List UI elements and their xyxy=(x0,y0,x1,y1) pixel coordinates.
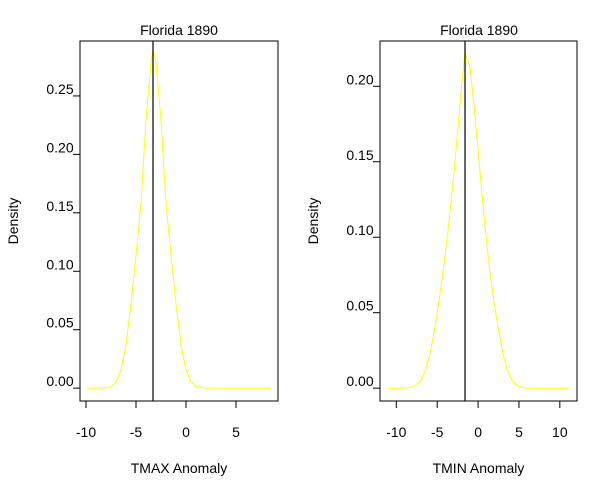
y-tick-label: 0.05 xyxy=(346,298,373,314)
x-tick-label: 5 xyxy=(515,424,523,440)
y-tick-label: 0.25 xyxy=(46,81,73,97)
y-tick-label: 0.15 xyxy=(346,147,373,163)
x-tick-label: -5 xyxy=(431,424,444,440)
x-tick-label: -10 xyxy=(386,424,406,440)
density-panel-1: Florida 1890 -10 -5 0 5 0.00 0.05 0.10 0.15 0.20 0… xyxy=(5,22,279,476)
chart-title: Florida 1890 xyxy=(140,22,218,38)
density-curve xyxy=(87,49,271,389)
x-tick-label: -5 xyxy=(130,424,143,440)
y-axis-label: Density xyxy=(5,198,21,245)
plot-frame xyxy=(79,40,279,402)
x-tick-label: 10 xyxy=(552,424,568,440)
y-tick-label: 0.15 xyxy=(46,198,73,214)
plot-frame xyxy=(379,40,578,402)
y-tick-label: 0.20 xyxy=(46,139,73,155)
x-tick-label: 5 xyxy=(232,424,240,440)
x-tick-label: -10 xyxy=(76,424,96,440)
x-tick-label: 0 xyxy=(182,424,190,440)
y-tick-label: 0.05 xyxy=(46,315,73,331)
y-tick-label: 0.10 xyxy=(46,256,73,272)
x-tick-label: 0 xyxy=(474,424,482,440)
x-axis-label: TMIN Anomaly xyxy=(433,460,525,476)
y-tick-label: 0.20 xyxy=(346,71,373,87)
y-tick-label: 0.10 xyxy=(346,222,373,238)
density-panel-2: Florida 1890 -10 -5 0 5 10 0.00 0.05 0.10 0.15 0.2… xyxy=(305,22,578,476)
y-axis-label: Density xyxy=(305,198,321,245)
y-tick-label: 0.00 xyxy=(346,373,373,389)
density-curve xyxy=(387,52,570,389)
x-axis-label: TMAX Anomaly xyxy=(131,460,227,476)
chart-title: Florida 1890 xyxy=(440,22,518,38)
y-tick-label: 0.00 xyxy=(46,373,73,389)
